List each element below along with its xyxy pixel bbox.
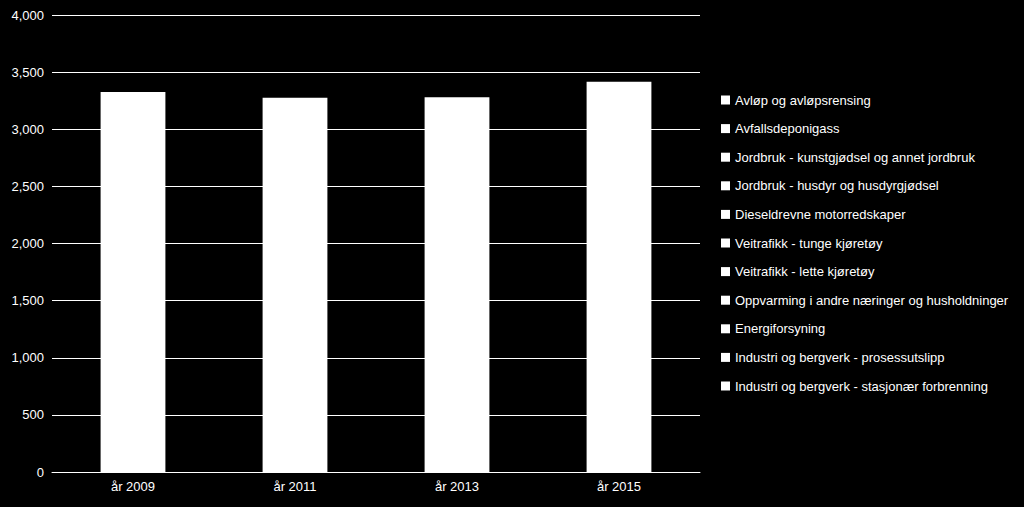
svg-text:år 2009: år 2009 [111,479,155,494]
svg-text:Oppvarming i andre næringer og: Oppvarming i andre næringer og husholdni… [735,293,1009,308]
svg-text:Industri og bergverk - prosess: Industri og bergverk - prosessutslipp [735,350,945,365]
svg-text:Jordbruk - kunstgjødsel og ann: Jordbruk - kunstgjødsel og annet jordbru… [735,150,975,165]
svg-text:Avløp og avløpsrensing: Avløp og avløpsrensing [735,93,871,108]
svg-text:0: 0 [37,465,44,480]
svg-text:Avfallsdeponigass: Avfallsdeponigass [735,121,840,136]
svg-text:Industri og bergverk - stasjon: Industri og bergverk - stasjonær forbren… [735,379,988,394]
svg-text:år 2015: år 2015 [597,479,641,494]
svg-text:Veitrafikk - tunge kjøretøy: Veitrafikk - tunge kjøretøy [735,236,883,251]
svg-text:Veitrafikk - lette kjøretøy: Veitrafikk - lette kjøretøy [735,264,875,279]
svg-text:1,000: 1,000 [11,350,44,365]
svg-text:Dieseldrevne motorredskaper: Dieseldrevne motorredskaper [735,207,906,222]
svg-text:3,000: 3,000 [11,122,44,137]
svg-text:3,500: 3,500 [11,65,44,80]
svg-text:2,000: 2,000 [11,236,44,251]
svg-text:1,500: 1,500 [11,293,44,308]
svg-text:500: 500 [22,407,44,422]
svg-text:år 2011: år 2011 [273,479,316,494]
svg-text:2,500: 2,500 [11,179,44,194]
svg-text:Energiforsyning: Energiforsyning [735,321,825,336]
svg-text:år 2013: år 2013 [435,479,479,494]
svg-text:Jordbruk - husdyr og husdyrgjø: Jordbruk - husdyr og husdyrgjødsel [735,178,939,193]
svg-text:4,000: 4,000 [11,8,44,23]
